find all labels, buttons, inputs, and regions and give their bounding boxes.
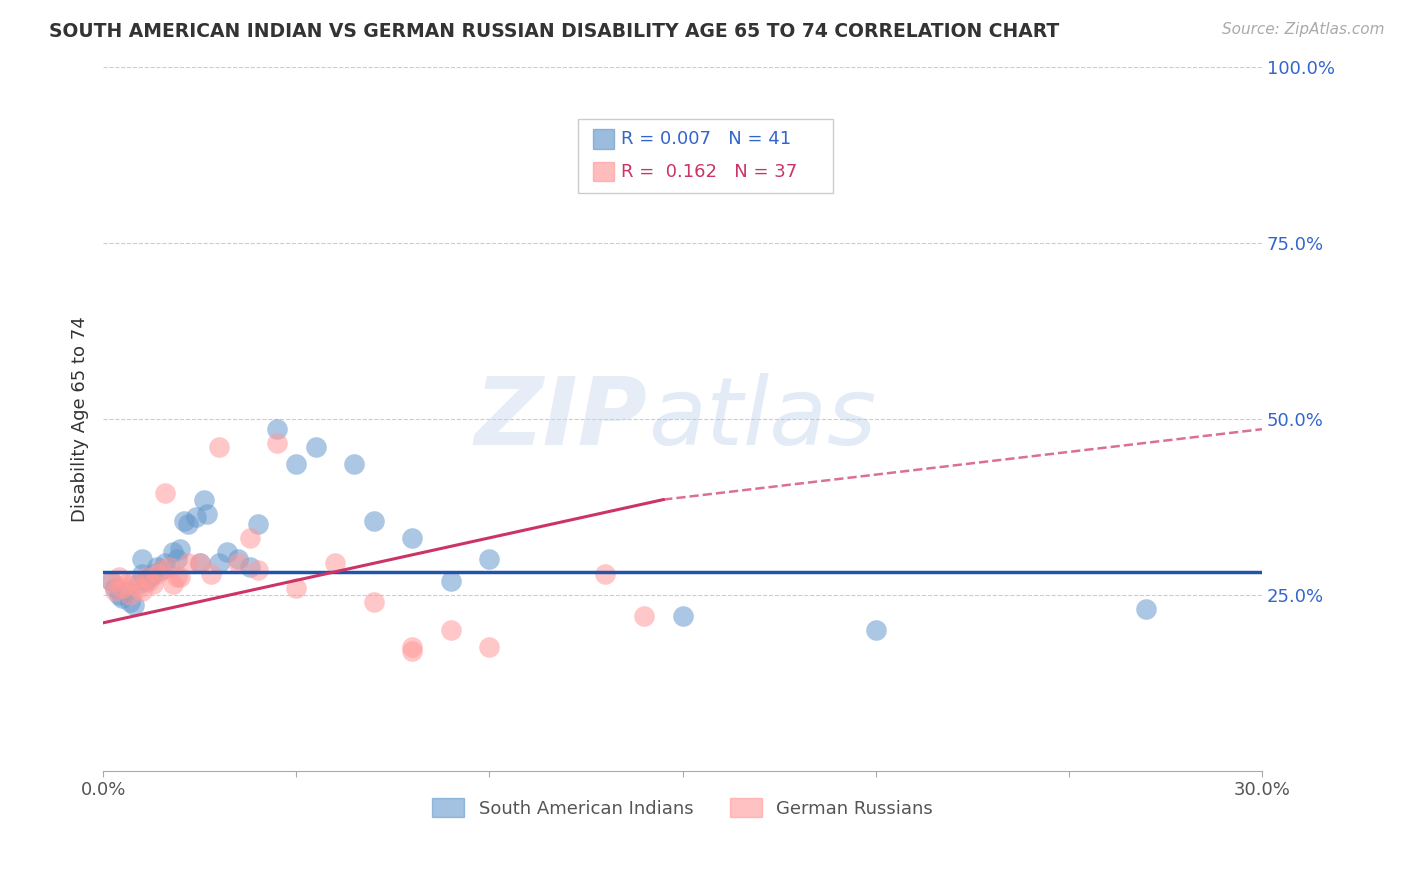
Text: ZIP: ZIP <box>475 373 648 465</box>
Point <box>135 574 157 588</box>
Point <box>127 577 149 591</box>
Point <box>131 552 153 566</box>
Point <box>440 623 463 637</box>
Point <box>131 584 153 599</box>
Point <box>285 458 308 472</box>
Point <box>162 545 184 559</box>
Y-axis label: Disability Age 65 to 74: Disability Age 65 to 74 <box>72 316 89 522</box>
Point <box>593 566 616 581</box>
Point <box>200 566 222 581</box>
Point <box>138 570 160 584</box>
Point <box>104 581 127 595</box>
Point <box>169 570 191 584</box>
Point <box>208 440 231 454</box>
Point <box>246 517 269 532</box>
Text: R = 0.007   N = 41: R = 0.007 N = 41 <box>621 130 792 148</box>
Point <box>239 559 262 574</box>
Point <box>122 599 145 613</box>
Point <box>107 570 129 584</box>
Point <box>107 588 129 602</box>
Point <box>208 556 231 570</box>
Point <box>228 556 250 570</box>
Point <box>146 566 169 581</box>
Point <box>193 492 215 507</box>
Legend: South American Indians, German Russians: South American Indians, German Russians <box>425 791 941 825</box>
Point <box>865 623 887 637</box>
Point <box>363 595 385 609</box>
FancyBboxPatch shape <box>578 120 834 194</box>
Point <box>401 644 423 658</box>
Point <box>111 591 134 606</box>
Point <box>142 577 165 591</box>
Point <box>246 563 269 577</box>
Point <box>266 436 288 450</box>
Point <box>169 541 191 556</box>
Point <box>177 517 200 532</box>
Point <box>215 545 238 559</box>
Point <box>146 559 169 574</box>
Point <box>228 552 250 566</box>
Point <box>285 581 308 595</box>
Point <box>633 608 655 623</box>
Point <box>104 584 127 599</box>
Point <box>162 577 184 591</box>
Point <box>138 574 160 588</box>
Text: SOUTH AMERICAN INDIAN VS GERMAN RUSSIAN DISABILITY AGE 65 TO 74 CORRELATION CHAR: SOUTH AMERICAN INDIAN VS GERMAN RUSSIAN … <box>49 22 1060 41</box>
Point <box>115 577 138 591</box>
Point <box>131 566 153 581</box>
Point <box>478 640 501 655</box>
Text: atlas: atlas <box>648 373 876 464</box>
Point <box>120 595 142 609</box>
Point <box>100 574 122 588</box>
Point <box>266 422 288 436</box>
Bar <box>593 161 614 181</box>
Point <box>115 584 138 599</box>
Point <box>188 556 211 570</box>
Point <box>304 440 326 454</box>
Point <box>1135 601 1157 615</box>
Point <box>166 570 188 584</box>
Point <box>111 581 134 595</box>
Point <box>166 552 188 566</box>
Point <box>150 563 173 577</box>
Point <box>153 556 176 570</box>
Text: Source: ZipAtlas.com: Source: ZipAtlas.com <box>1222 22 1385 37</box>
Point <box>135 570 157 584</box>
Point <box>363 514 385 528</box>
Point <box>177 556 200 570</box>
Point <box>100 574 122 588</box>
Point <box>188 556 211 570</box>
Point <box>671 608 693 623</box>
Point <box>440 574 463 588</box>
Point <box>239 532 262 546</box>
Point <box>150 563 173 577</box>
Point <box>401 532 423 546</box>
Point <box>173 514 195 528</box>
Point <box>142 566 165 581</box>
Point <box>127 581 149 595</box>
Bar <box>593 129 614 149</box>
Point <box>184 510 207 524</box>
Point <box>343 458 366 472</box>
Point <box>197 507 219 521</box>
Point <box>153 485 176 500</box>
Point <box>323 556 346 570</box>
Point <box>478 552 501 566</box>
Point <box>122 574 145 588</box>
Text: R =  0.162   N = 37: R = 0.162 N = 37 <box>621 162 797 180</box>
Point <box>401 640 423 655</box>
Point <box>690 165 713 179</box>
Point <box>120 588 142 602</box>
Point <box>157 559 180 574</box>
